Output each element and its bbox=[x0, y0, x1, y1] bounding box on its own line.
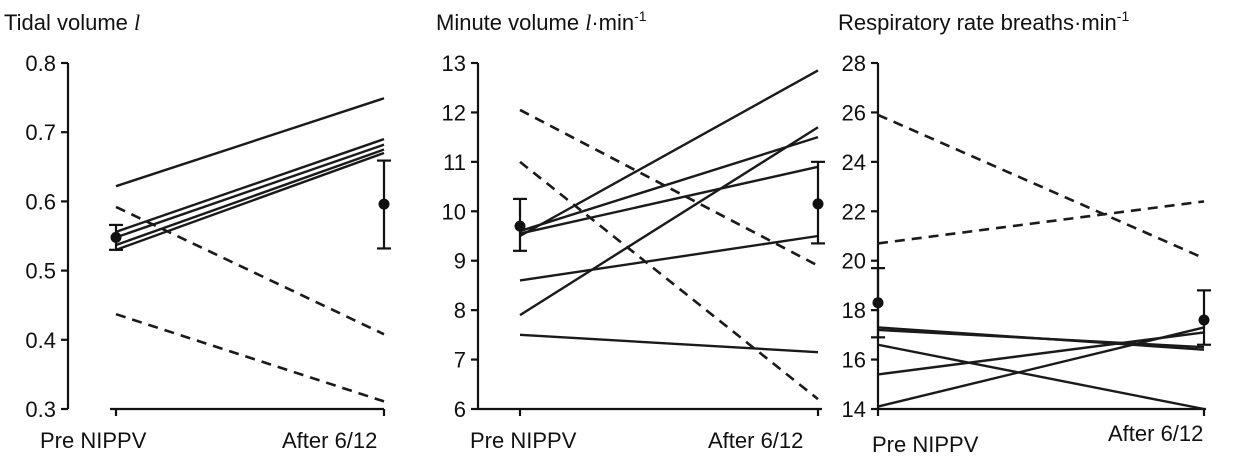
mean-point bbox=[514, 220, 526, 232]
y-tick-label: 20 bbox=[842, 249, 866, 274]
series-line-dashed bbox=[877, 200, 1205, 245]
series-line-solid bbox=[115, 151, 385, 251]
y-tick-label: 0.4 bbox=[25, 328, 56, 353]
series-line-solid bbox=[519, 126, 819, 317]
panel-title: Respiratory rate breaths·min-1 bbox=[838, 8, 1129, 35]
series-line-solid bbox=[877, 343, 1205, 411]
y-tick-label: 24 bbox=[842, 150, 866, 175]
panel-title-text: Respiratory rate breaths bbox=[838, 10, 1074, 35]
panel-title-unit-suffix: ·min bbox=[591, 10, 634, 35]
panel-title-unit-suffix: ·min bbox=[1074, 10, 1117, 35]
mean-point bbox=[872, 297, 884, 309]
panel-title-text: Minute volume bbox=[436, 10, 579, 35]
series-line-solid bbox=[519, 234, 819, 282]
y-tick-label: 28 bbox=[842, 51, 866, 76]
plot-area: 6 7 8 9 10 11 12 13 bbox=[442, 51, 825, 422]
series-line-dashed bbox=[115, 312, 385, 403]
series-line-solid bbox=[519, 69, 819, 238]
y-tick-label: 6 bbox=[454, 397, 466, 422]
y-tick-label: 16 bbox=[842, 348, 866, 373]
series-line-solid bbox=[115, 143, 385, 239]
panel-title-superscript: -1 bbox=[1117, 8, 1130, 24]
category-label: After 6/12 bbox=[1108, 421, 1203, 446]
panel-respiratory-rate: Respiratory rate breaths·min-1 14 16 18 20 2… bbox=[838, 8, 1211, 457]
panel-minute-volume: Minute volume l·min-1 6 7 8 9 10 11 12 13 Pre N… bbox=[436, 8, 825, 453]
series-line-solid bbox=[877, 331, 1205, 376]
series-line-solid bbox=[519, 135, 819, 233]
y-tick-label: 8 bbox=[454, 298, 466, 323]
panel-title-unit: l bbox=[134, 10, 140, 35]
series-line-solid bbox=[877, 328, 1205, 349]
y-tick-label: 22 bbox=[842, 199, 866, 224]
series-line-solid bbox=[877, 326, 1205, 408]
category-label: After 6/12 bbox=[708, 428, 803, 453]
series-line-dashed bbox=[877, 113, 1205, 260]
series-line-dashed bbox=[519, 108, 819, 267]
category-label: Pre NIPPV bbox=[470, 428, 577, 453]
y-tick-label: 9 bbox=[454, 249, 466, 274]
panel-title: Tidal volume l bbox=[4, 10, 140, 35]
panel-tidal-volume: Tidal volume l 0.3 0.4 0.5 0.6 0.7 0.8 Pre NI… bbox=[4, 10, 391, 453]
category-label: Pre NIPPV bbox=[40, 428, 147, 453]
category-label: Pre NIPPV bbox=[872, 432, 979, 457]
series-line-solid bbox=[519, 333, 819, 354]
mean-point bbox=[1198, 314, 1210, 326]
y-tick-label: 14 bbox=[842, 397, 866, 422]
plot-area: 0.3 0.4 0.5 0.6 0.7 0.8 bbox=[25, 51, 391, 422]
mean-point bbox=[110, 231, 122, 243]
y-tick-label: 12 bbox=[442, 100, 466, 125]
y-tick-label: 18 bbox=[842, 298, 866, 323]
mean-point bbox=[812, 198, 824, 210]
series-line-dashed bbox=[519, 160, 819, 401]
series-line-dashed bbox=[115, 205, 385, 336]
plot-area: 14 16 18 20 22 24 26 28 bbox=[842, 51, 1211, 422]
series-line-solid bbox=[519, 165, 819, 235]
series-line-solid bbox=[115, 148, 385, 247]
mean-point bbox=[378, 198, 390, 210]
y-tick-label: 26 bbox=[842, 100, 866, 125]
panel-title-superscript: -1 bbox=[634, 8, 647, 24]
y-tick-label: 13 bbox=[442, 51, 466, 76]
y-tick-label: 7 bbox=[454, 348, 466, 373]
y-tick-label: 0.8 bbox=[25, 51, 56, 76]
category-label: After 6/12 bbox=[282, 428, 377, 453]
panel-title-unit: l bbox=[585, 10, 591, 35]
panel-title-text: Tidal volume bbox=[4, 10, 128, 35]
y-tick-label: 0.6 bbox=[25, 189, 56, 214]
y-tick-label: 0.3 bbox=[25, 397, 56, 422]
series-line-solid bbox=[115, 137, 385, 233]
y-tick-label: 0.7 bbox=[25, 120, 56, 145]
panel-title: Minute volume l·min-1 bbox=[436, 8, 647, 35]
y-tick-label: 0.5 bbox=[25, 259, 56, 284]
series-line-solid bbox=[115, 97, 385, 188]
y-tick-label: 11 bbox=[443, 150, 466, 175]
y-tick-label: 10 bbox=[442, 199, 466, 224]
